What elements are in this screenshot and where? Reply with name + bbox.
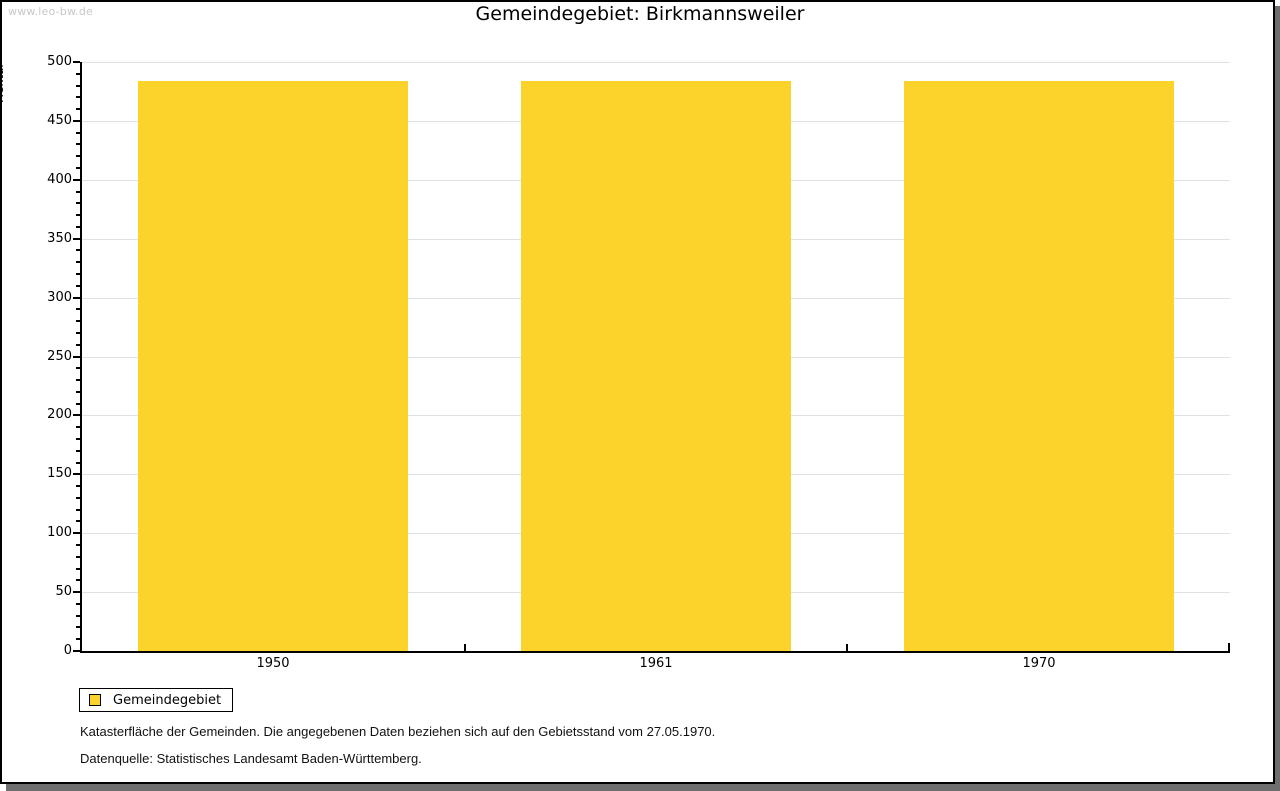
y-tick-label: 100 — [47, 525, 72, 540]
y-axis-minor-tick — [76, 544, 80, 546]
y-axis-minor-tick — [76, 261, 80, 263]
y-axis-minor-tick — [76, 450, 80, 452]
y-axis-minor-tick — [76, 462, 80, 464]
y-axis-minor-tick — [76, 132, 80, 134]
x-axis-tick — [846, 644, 848, 651]
y-axis-minor-tick — [76, 485, 80, 487]
y-axis-minor-tick — [76, 426, 80, 428]
y-axis-minor-tick — [76, 379, 80, 381]
y-axis-minor-tick — [76, 85, 80, 87]
x-axis-tick — [464, 644, 466, 651]
footnote-data-source: Datenquelle: Statistisches Landesamt Bad… — [80, 751, 422, 766]
y-axis-line — [80, 62, 82, 653]
x-axis-line — [80, 651, 1230, 653]
y-axis-minor-tick — [76, 285, 80, 287]
y-axis-minor-tick — [76, 143, 80, 145]
y-tick-label: 50 — [55, 584, 72, 599]
footnote-source-note: Katasterfläche der Gemeinden. Die angege… — [80, 724, 716, 739]
y-axis-minor-tick — [76, 638, 80, 640]
y-axis-minor-tick — [76, 615, 80, 617]
y-axis-minor-tick — [76, 509, 80, 511]
y-axis-minor-tick — [76, 568, 80, 570]
legend-label: Gemeindegebiet — [113, 692, 222, 708]
y-axis-minor-tick — [76, 626, 80, 628]
y-tick-label: 300 — [47, 290, 72, 305]
legend-swatch — [89, 694, 101, 706]
frame-shadow-right — [1275, 6, 1280, 791]
y-axis-minor-tick — [76, 579, 80, 581]
x-tick-label: 1961 — [639, 656, 673, 671]
y-tick-label: 500 — [47, 54, 72, 69]
y-axis-minor-tick — [76, 332, 80, 334]
x-tick-label: 1950 — [256, 656, 290, 671]
y-axis-minor-tick — [76, 273, 80, 275]
y-tick-label: 200 — [47, 407, 72, 422]
y-axis-minor-tick — [76, 155, 80, 157]
y-axis-label: Hektar — [0, 62, 6, 103]
bar — [138, 81, 408, 651]
y-axis-minor-tick — [76, 226, 80, 228]
y-tick-label: 400 — [47, 172, 72, 187]
y-axis-major-tick — [73, 120, 80, 122]
y-axis-minor-tick — [76, 438, 80, 440]
legend: Gemeindegebiet — [79, 688, 233, 712]
y-axis-major-tick — [73, 473, 80, 475]
y-axis-minor-tick — [76, 556, 80, 558]
y-axis-major-tick — [73, 61, 80, 63]
y-tick-label: 450 — [47, 113, 72, 128]
y-axis-major-tick — [73, 591, 80, 593]
chart-title: Gemeindegebiet: Birkmannsweiler — [475, 3, 805, 25]
y-axis-minor-tick — [76, 344, 80, 346]
y-axis-minor-tick — [76, 214, 80, 216]
y-tick-label: 250 — [47, 349, 72, 364]
frame-shadow-bottom — [6, 784, 1275, 791]
y-axis-minor-tick — [76, 249, 80, 251]
y-axis-minor-tick — [76, 191, 80, 193]
y-axis-major-tick — [73, 179, 80, 181]
watermark: www.leo-bw.de — [8, 5, 94, 18]
gridline — [82, 62, 1230, 63]
y-axis-minor-tick — [76, 403, 80, 405]
y-axis-major-tick — [73, 532, 80, 534]
y-axis-major-tick — [73, 414, 80, 416]
y-axis-minor-tick — [76, 73, 80, 75]
x-tick-label: 1970 — [1022, 656, 1056, 671]
y-axis-minor-tick — [76, 96, 80, 98]
x-axis-end-tick — [1228, 643, 1230, 651]
y-axis-major-tick — [73, 238, 80, 240]
y-tick-label: 150 — [47, 466, 72, 481]
y-tick-label: 350 — [47, 231, 72, 246]
y-axis-minor-tick — [76, 320, 80, 322]
y-axis-minor-tick — [76, 202, 80, 204]
y-axis-major-tick — [73, 650, 80, 652]
y-tick-label: 0 — [63, 643, 72, 658]
bar — [521, 81, 791, 651]
y-axis-minor-tick — [76, 391, 80, 393]
y-axis-minor-tick — [76, 167, 80, 169]
plot-area — [82, 62, 1230, 651]
y-axis-minor-tick — [76, 108, 80, 110]
y-axis-major-tick — [73, 356, 80, 358]
y-axis-minor-tick — [76, 520, 80, 522]
y-axis-minor-tick — [76, 603, 80, 605]
y-axis-minor-tick — [76, 367, 80, 369]
bar — [904, 81, 1174, 651]
y-axis-minor-tick — [76, 308, 80, 310]
y-axis-major-tick — [73, 297, 80, 299]
y-axis-minor-tick — [76, 497, 80, 499]
